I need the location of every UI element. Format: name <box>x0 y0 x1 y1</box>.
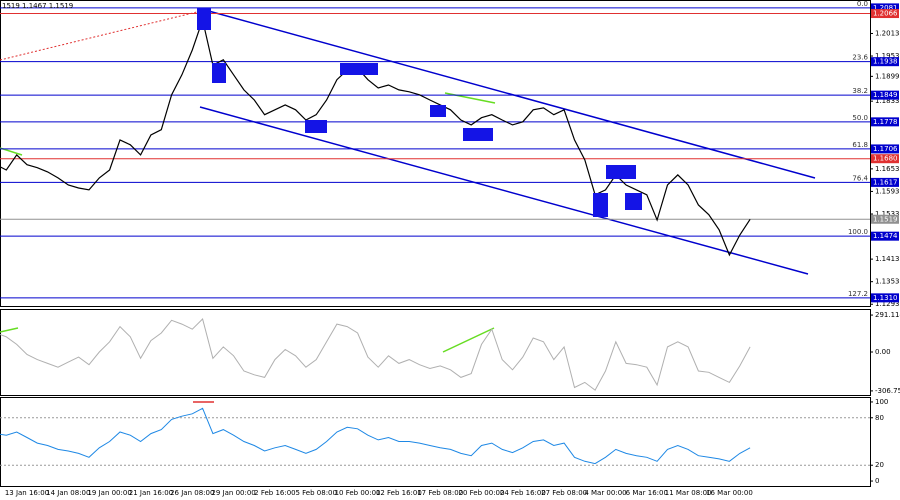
x-tick-label: 19 Jan 00:00 <box>87 489 131 497</box>
fib-label: 23.6 <box>852 54 868 62</box>
boxes <box>197 8 642 217</box>
level-label: 1.1680 <box>873 155 898 163</box>
level-box <box>871 214 899 224</box>
y-tick-label: 1.1953 <box>875 52 900 60</box>
y-tick-label: 20 <box>875 461 884 469</box>
y-tick-label: 1.1653 <box>875 165 900 173</box>
x-tick-label: 11 Mar 08:00 <box>665 489 712 497</box>
level-label: 1.1474 <box>873 232 898 240</box>
x-tick-label: 27 Feb 08:00 <box>541 489 587 497</box>
signal-box <box>606 165 636 179</box>
signal-box <box>305 120 327 133</box>
y-tick-label: 80 <box>875 414 884 422</box>
level-label: 1.1519 <box>873 215 898 223</box>
divergence-line <box>0 327 19 333</box>
x-tick-label: 14 Jan 08:00 <box>46 489 90 497</box>
y-tick-label: 0 <box>875 477 879 485</box>
frame <box>0 0 871 487</box>
level-box <box>871 293 899 303</box>
fib-label: 50.0 <box>852 114 868 122</box>
marks <box>0 7 870 466</box>
chart-title: 1519 1.1467 1.1519 <box>2 2 73 10</box>
level-box <box>871 231 899 241</box>
x-tick-label: 26 Jan 08:00 <box>170 489 214 497</box>
signal-box <box>625 193 642 210</box>
signal-box <box>197 8 211 30</box>
y-tick-label: 1.1593 <box>875 187 900 195</box>
divergence-line <box>442 327 495 353</box>
x-tick-label: 13 Jan 16:00 <box>5 489 49 497</box>
fib-label: 100.0 <box>848 228 868 236</box>
y-tick-label: -306.75 <box>875 387 900 395</box>
y-tick-label: 0.00 <box>875 348 891 356</box>
fib-label: 76.4 <box>852 174 868 182</box>
trend-line-dotted <box>0 9 206 61</box>
fib-label: 38.2 <box>852 87 868 95</box>
level-label: 1.1617 <box>873 178 898 186</box>
x-tick-label: 5 Feb 08:00 <box>295 489 336 497</box>
x-tick-label: 24 Feb 16:00 <box>500 489 546 497</box>
level-box <box>871 154 899 164</box>
signal-box <box>593 193 608 217</box>
fib-label: 0.0 <box>857 0 868 8</box>
y-tick-label: 1.1833 <box>875 97 900 105</box>
y-tick-label: 1.1353 <box>875 278 900 286</box>
level-label: 1.1938 <box>873 58 898 66</box>
level-label: 1.2066 <box>873 10 898 18</box>
x-tick-label: 20 Feb 00:00 <box>459 489 505 497</box>
x-tick-label: 10 Feb 00:00 <box>335 489 381 497</box>
y-tick-label: 100 <box>875 398 888 406</box>
cci-panel-frame <box>0 309 871 396</box>
level-label: 1.1778 <box>873 118 898 126</box>
signal-box <box>340 63 378 75</box>
fib-label: 61.8 <box>852 141 868 149</box>
level-label: 1.1849 <box>873 91 898 99</box>
y-tick-label: 1.1413 <box>875 255 900 263</box>
x-tick-label: 2 Feb 16:00 <box>254 489 295 497</box>
level-label: 1.2081 <box>873 4 898 12</box>
price-line <box>0 318 751 391</box>
level-box <box>871 90 899 100</box>
x-tick-label: 16 Mar 00:00 <box>706 489 753 497</box>
signal-box <box>430 105 446 117</box>
x-tick-label: 4 Mar 00:00 <box>584 489 626 497</box>
x-tick-label: 12 Feb 16:00 <box>376 489 422 497</box>
price-line <box>0 407 751 465</box>
channel-lower <box>199 106 809 275</box>
drawings <box>0 9 816 403</box>
level-label: 1.1706 <box>873 145 898 153</box>
y-tick-label: 1.1533 <box>875 210 900 218</box>
y-tick-label: 1.1899 <box>875 72 900 80</box>
x-tick-label: 21 Jan 16:00 <box>129 489 173 497</box>
price-panel-frame <box>0 0 871 307</box>
level-box <box>871 144 899 154</box>
x-tick-label: 29 Jan 00:00 <box>211 489 255 497</box>
level-box <box>871 57 899 67</box>
x-tick-label: 17 Feb 08:00 <box>417 489 463 497</box>
level-box <box>871 117 899 127</box>
signal-box <box>212 63 226 83</box>
rsi-panel-frame <box>0 397 871 487</box>
level-label: 1.1310 <box>873 294 898 302</box>
price-line <box>0 17 751 257</box>
fib-label: 127.2 <box>848 290 868 298</box>
signal-box <box>463 128 493 141</box>
channel-upper <box>204 9 816 179</box>
level-box <box>871 177 899 187</box>
y-tick-label: 1.2013 <box>875 29 900 37</box>
level-box <box>871 9 899 19</box>
y-tick-label: 1.1293 <box>875 300 900 308</box>
level-box <box>871 3 899 13</box>
y-tick-label: 291.1149 <box>875 311 900 319</box>
x-tick-label: 6 Mar 16:00 <box>626 489 668 497</box>
